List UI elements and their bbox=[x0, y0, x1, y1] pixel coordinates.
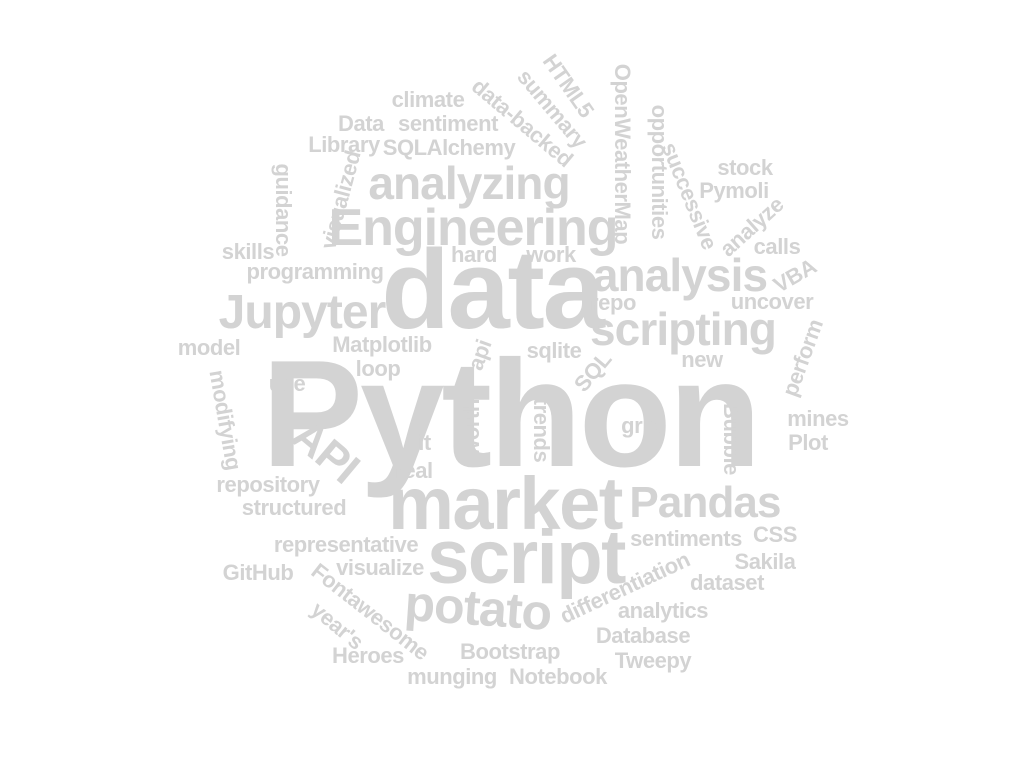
word: Library bbox=[308, 132, 380, 157]
word: representative bbox=[273, 532, 419, 557]
word: repo bbox=[590, 290, 636, 315]
word: new bbox=[681, 347, 723, 372]
word: git bbox=[405, 430, 431, 455]
word: data bbox=[381, 227, 605, 352]
word: SQLAlchemy bbox=[382, 135, 516, 160]
word: CSS bbox=[753, 522, 797, 547]
word: guidance bbox=[271, 163, 296, 257]
word: mines bbox=[787, 406, 849, 431]
word: work bbox=[526, 242, 576, 267]
word: skills bbox=[221, 239, 275, 264]
word: analysis bbox=[592, 249, 768, 301]
word: Python bbox=[261, 329, 762, 499]
word: model bbox=[177, 335, 241, 360]
word: GitHub bbox=[222, 560, 294, 585]
word: Heroes bbox=[332, 643, 404, 668]
word: programming bbox=[246, 259, 384, 284]
word: OpenWeatherMap bbox=[610, 63, 635, 245]
word: repository bbox=[216, 472, 320, 497]
word: climate bbox=[391, 87, 465, 112]
word: sentiments bbox=[630, 526, 742, 551]
word: worth bbox=[459, 399, 484, 457]
word: trends bbox=[529, 397, 554, 463]
word: Tweepy bbox=[614, 648, 692, 673]
word: modifying bbox=[204, 367, 247, 472]
word: hard bbox=[451, 242, 497, 267]
word: market bbox=[388, 462, 623, 545]
word: perform bbox=[777, 315, 828, 400]
word: structured bbox=[241, 495, 347, 520]
word: scripting bbox=[590, 303, 777, 355]
word: analytics bbox=[617, 598, 709, 623]
word: munging bbox=[407, 664, 497, 689]
word: Database bbox=[595, 623, 691, 648]
word: Engineering bbox=[328, 199, 618, 257]
word: Bubble bbox=[719, 403, 744, 475]
word: uncover bbox=[730, 289, 814, 314]
word: Notebook bbox=[509, 664, 607, 689]
word: dataset bbox=[690, 570, 764, 595]
word: use bbox=[268, 371, 306, 396]
word: grid bbox=[621, 413, 661, 438]
word: sentiment bbox=[398, 111, 498, 136]
word: stock bbox=[717, 155, 773, 180]
word: Bootstrap bbox=[460, 639, 560, 664]
word: Pymoli bbox=[699, 178, 769, 203]
word: script bbox=[427, 515, 626, 600]
word: Pandas bbox=[629, 478, 781, 527]
word: visualize bbox=[336, 555, 424, 580]
word: sqlite bbox=[526, 338, 582, 363]
word: Jupyter bbox=[218, 286, 387, 339]
word: Plot bbox=[788, 430, 828, 455]
word: Sakila bbox=[734, 549, 796, 574]
word: Matplotlib bbox=[332, 332, 432, 357]
word: calls bbox=[753, 234, 801, 259]
word: Data bbox=[338, 111, 384, 136]
word: analyzing bbox=[368, 157, 570, 209]
word: real bbox=[395, 458, 433, 483]
word: loop bbox=[355, 356, 401, 381]
word: potato bbox=[402, 574, 554, 642]
